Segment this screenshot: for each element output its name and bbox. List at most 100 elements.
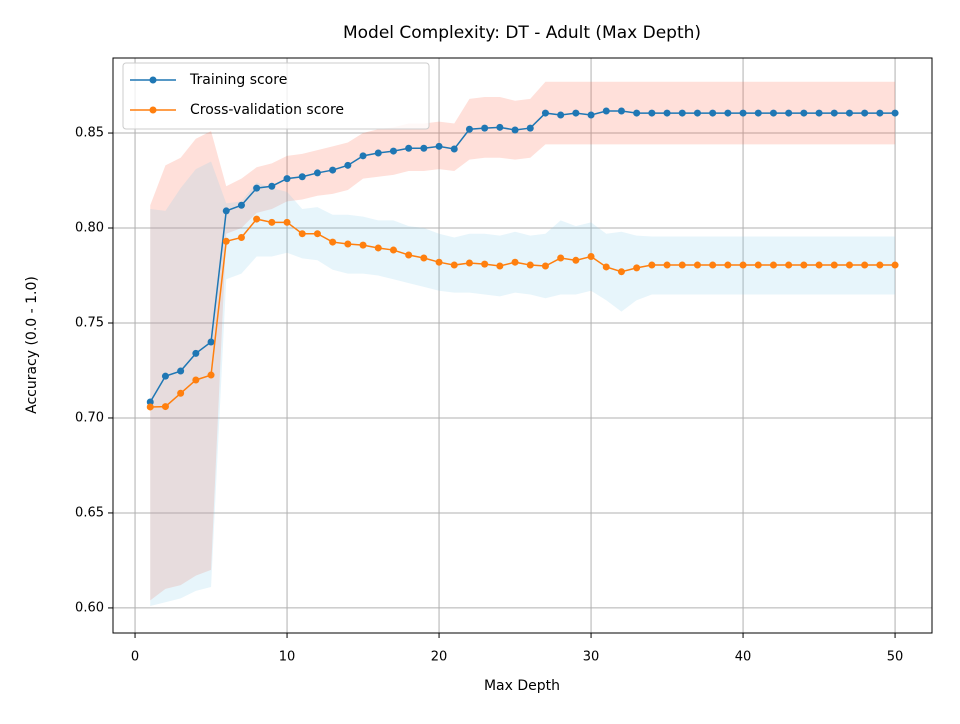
data-point	[389, 246, 397, 254]
data-point	[313, 230, 321, 238]
confidence-band	[150, 81, 896, 601]
data-point	[496, 262, 504, 270]
data-point	[192, 376, 200, 384]
data-point	[769, 109, 777, 117]
data-point	[192, 349, 200, 357]
data-point	[450, 145, 458, 153]
data-point	[815, 109, 823, 117]
data-point	[435, 258, 443, 266]
legend-marker	[149, 106, 157, 114]
data-point	[344, 240, 352, 248]
x-tick-label: 40	[735, 650, 752, 665]
data-point	[602, 263, 610, 271]
data-point	[177, 367, 185, 375]
data-point	[253, 215, 261, 223]
data-point	[313, 169, 321, 177]
data-point	[359, 241, 367, 249]
data-point	[374, 244, 382, 252]
data-point	[268, 182, 276, 190]
data-point	[861, 109, 869, 117]
data-point	[359, 152, 367, 160]
x-tick-label: 20	[431, 650, 448, 665]
data-point	[526, 124, 534, 132]
x-tick-label: 0	[131, 650, 139, 665]
data-point	[572, 109, 580, 117]
x-tick-label: 50	[887, 650, 904, 665]
data-point	[329, 238, 337, 246]
data-point	[222, 237, 230, 245]
data-point	[754, 261, 762, 269]
data-point	[693, 261, 701, 269]
data-point	[800, 261, 808, 269]
data-point	[450, 261, 458, 269]
data-point	[344, 161, 352, 169]
data-point	[876, 109, 884, 117]
data-point	[891, 261, 899, 269]
data-point	[283, 218, 291, 226]
data-point	[648, 261, 656, 269]
data-point	[724, 109, 732, 117]
y-tick-label: 0.60	[75, 600, 104, 615]
data-point	[709, 109, 717, 117]
data-point	[465, 259, 473, 267]
y-tick-label: 0.65	[75, 505, 104, 520]
data-point	[237, 201, 245, 209]
data-point	[420, 254, 428, 262]
data-point	[815, 261, 823, 269]
data-point	[617, 107, 625, 115]
data-point	[374, 149, 382, 157]
data-point	[648, 109, 656, 117]
y-axis-label: Accuracy (0.0 - 1.0)	[24, 276, 40, 414]
data-point	[481, 260, 489, 268]
data-point	[572, 256, 580, 264]
data-point	[739, 261, 747, 269]
plot-frame	[112, 57, 933, 634]
data-point	[161, 372, 169, 380]
data-point	[587, 111, 595, 119]
data-point	[845, 109, 853, 117]
y-tick-label: 0.75	[75, 315, 104, 330]
data-point	[405, 251, 413, 259]
data-point	[845, 261, 853, 269]
data-point	[541, 109, 549, 117]
data-point	[800, 109, 808, 117]
data-point	[511, 258, 519, 266]
confidence-band	[150, 161, 896, 607]
data-point	[405, 144, 413, 152]
data-point	[481, 124, 489, 132]
data-point	[207, 371, 215, 379]
data-point	[739, 109, 747, 117]
data-point	[693, 109, 701, 117]
data-point	[557, 111, 565, 119]
x-tick-label: 30	[583, 650, 600, 665]
data-point	[268, 218, 276, 226]
y-tick-label: 0.80	[75, 221, 104, 236]
data-point	[769, 261, 777, 269]
data-point	[633, 264, 641, 272]
data-point	[785, 109, 793, 117]
data-point	[237, 234, 245, 242]
data-point	[830, 109, 838, 117]
x-tick-label: 10	[279, 650, 296, 665]
data-point	[329, 166, 337, 174]
data-point	[222, 207, 230, 215]
data-point	[465, 125, 473, 133]
legend-marker	[149, 76, 157, 84]
data-point	[663, 109, 671, 117]
data-point	[602, 107, 610, 115]
legend-label: Training score	[189, 72, 287, 88]
data-point	[146, 398, 154, 406]
data-point	[587, 253, 595, 261]
data-point	[830, 261, 838, 269]
data-point	[253, 184, 261, 192]
data-point	[283, 175, 291, 183]
data-point	[861, 261, 869, 269]
data-point	[541, 262, 549, 270]
data-point	[663, 261, 671, 269]
data-point	[891, 109, 899, 117]
data-point	[678, 261, 686, 269]
chart-title: Model Complexity: DT - Adult (Max Depth)	[343, 23, 701, 43]
data-point	[709, 261, 717, 269]
data-point	[496, 123, 504, 131]
